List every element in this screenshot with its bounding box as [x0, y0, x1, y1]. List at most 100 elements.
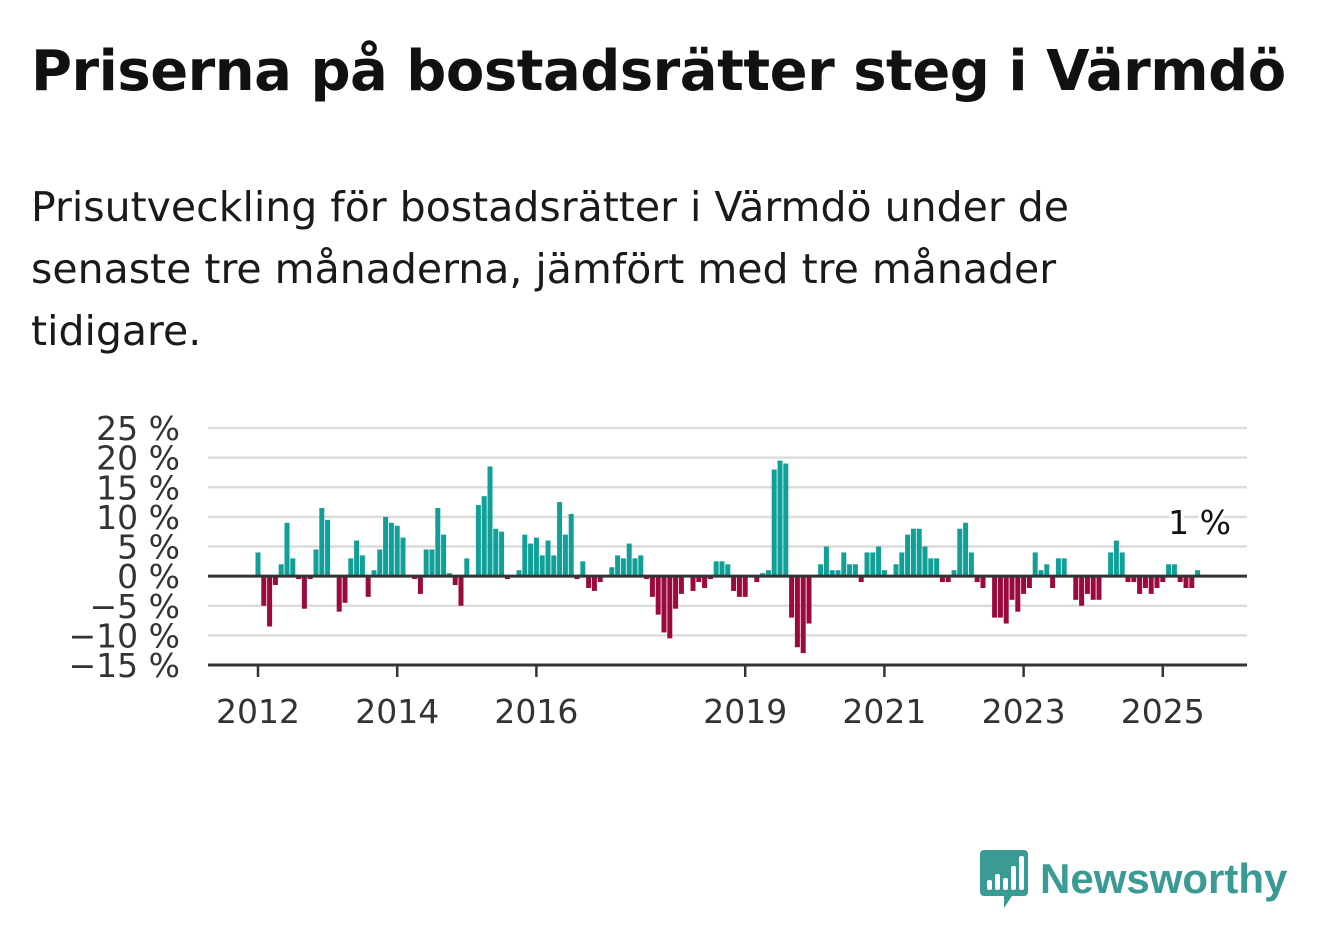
x-tick-label: 2021 [842, 692, 926, 731]
y-tick-label: 0 % [117, 557, 180, 596]
bar [992, 576, 998, 618]
y-tick-label: 20 % [96, 439, 180, 478]
bar [789, 576, 795, 618]
bar [638, 555, 644, 577]
bar [876, 546, 882, 577]
y-tick-label: −5 % [90, 587, 181, 626]
bar [464, 558, 470, 577]
y-tick-label: 25 % [96, 409, 180, 448]
bar [957, 528, 963, 577]
bar [1148, 576, 1154, 594]
x-tick-label: 2019 [703, 692, 787, 731]
bar [818, 564, 824, 577]
y-tick-label: 15 % [96, 468, 180, 507]
bar [499, 531, 505, 577]
bar [754, 576, 760, 583]
bar [1125, 576, 1131, 583]
y-tick-label: −10 % [69, 616, 181, 655]
bar [852, 564, 858, 577]
bar [481, 496, 487, 577]
bar [939, 576, 945, 583]
brand-name: Newsworthy [1040, 855, 1288, 902]
bar [528, 543, 534, 577]
bar [626, 543, 632, 577]
bar [423, 549, 429, 577]
bar [388, 522, 394, 577]
x-tick-label: 2016 [494, 692, 578, 731]
bar [997, 576, 1003, 618]
bar-series [255, 460, 1201, 654]
bar [1154, 576, 1160, 588]
bar [905, 534, 911, 577]
bar [267, 576, 273, 627]
bar [586, 576, 592, 588]
bar [319, 507, 325, 577]
x-tick-label: 2014 [355, 692, 439, 731]
bar [365, 576, 371, 597]
bar [864, 552, 870, 577]
newsworthy-logo-icon [980, 850, 1028, 908]
bar [1073, 576, 1079, 600]
bar [533, 537, 539, 577]
bar [690, 576, 696, 591]
chart-title: Priserna på bostadsrätter steg i Värmdö [31, 39, 1286, 104]
bar [1026, 576, 1032, 588]
bar [899, 552, 905, 577]
x-tick-label: 2012 [216, 692, 300, 731]
bar [620, 558, 626, 577]
bar [383, 516, 389, 577]
bar [661, 576, 667, 633]
bar [609, 567, 615, 577]
bar [562, 534, 568, 577]
annotations: 1 % [1165, 500, 1234, 545]
bar [1108, 552, 1114, 577]
bar [736, 576, 742, 597]
bar [800, 576, 806, 654]
bar [354, 540, 360, 577]
bar [1038, 570, 1044, 577]
bar [568, 513, 574, 577]
bar [452, 576, 458, 586]
bar [272, 576, 278, 586]
bar [597, 576, 603, 583]
bar [1131, 576, 1137, 583]
bar [725, 564, 731, 577]
bar [968, 552, 974, 577]
bar [823, 546, 829, 577]
bar [945, 576, 951, 583]
bar [301, 576, 307, 609]
bar [417, 576, 423, 594]
bar [678, 576, 684, 594]
x-tick-label: 2025 [1121, 692, 1205, 731]
bar [1119, 552, 1125, 577]
bar [348, 558, 354, 577]
last-value-label: 1 % [1168, 503, 1231, 542]
bar [1009, 576, 1015, 600]
y-tick-label: −15 % [69, 646, 181, 685]
bar [881, 570, 887, 577]
bar [841, 552, 847, 577]
bar [1061, 558, 1067, 577]
bar [922, 546, 928, 577]
bar [713, 561, 719, 577]
bar [910, 528, 916, 577]
bar [934, 558, 940, 577]
chart-subtitle: Prisutveckling för bostadsrätter i Värmd… [31, 183, 1069, 355]
bar [278, 564, 284, 577]
bar [435, 507, 441, 577]
bar [1015, 576, 1021, 612]
bar [475, 505, 481, 577]
bar [783, 463, 789, 577]
bar [429, 549, 435, 577]
bar [696, 576, 702, 583]
axes [208, 574, 1247, 667]
bar [1055, 558, 1061, 577]
bar [1032, 552, 1038, 577]
bar [359, 555, 365, 577]
bar [847, 564, 853, 577]
bar [255, 552, 261, 577]
bar [1166, 564, 1172, 577]
bar [1189, 576, 1195, 588]
bar [551, 555, 557, 577]
bar [649, 576, 655, 597]
